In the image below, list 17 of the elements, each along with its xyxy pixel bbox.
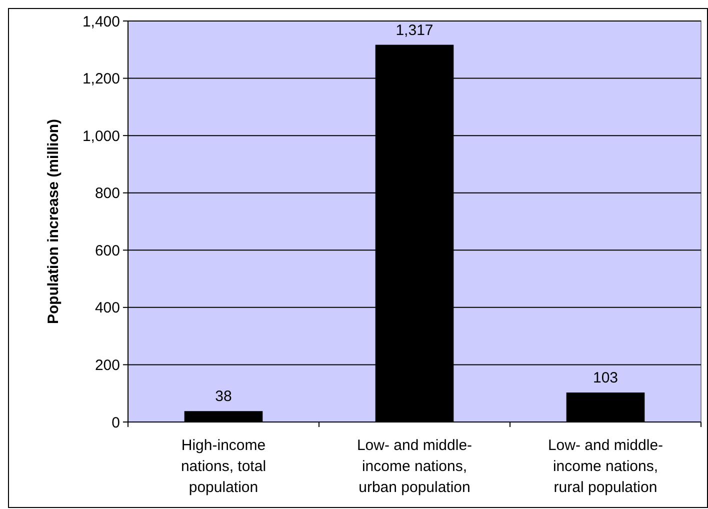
y-tick-label: 1,200 [82,70,120,88]
y-tick-label: 200 [94,356,120,374]
data-label: 38 [215,388,232,406]
y-tick-label: 1,400 [82,13,120,30]
y-tick-label: 1,000 [82,128,120,145]
x-tick-label: High-income nations, total population [180,437,266,496]
y-axis-title: Population increase (million) [45,118,62,324]
x-tick-label: Low- and middle-income nations, urban population [356,437,472,496]
y-tick-label: 800 [94,185,120,202]
data-label: 1,317 [396,22,434,39]
y-tick-label: 400 [94,300,120,317]
bar [566,392,645,422]
data-label: 103 [592,370,618,386]
x-tick-label: Low- and middle-income nations, rural population [548,437,664,496]
y-tick-label: 600 [94,242,120,260]
y-tick-label: 0 [112,414,120,432]
bar [184,411,263,422]
